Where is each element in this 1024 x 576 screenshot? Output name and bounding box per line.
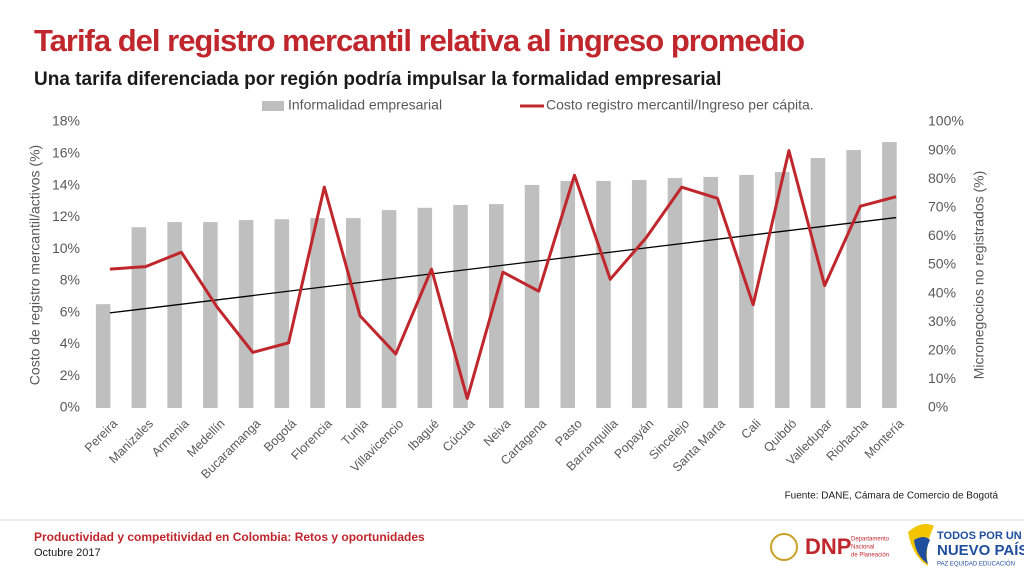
bar [703,176,718,408]
legend-swatch [262,101,284,111]
logo-dnp-sub: de Planeación [851,553,889,559]
y2-tick-label: 0% [928,399,948,415]
logo-text: NUEVO PAÍS [937,542,1024,559]
y-tick-label: 2% [60,367,80,383]
bar [167,222,182,408]
chart-title: Tarifa del registro mercantil relativa a… [34,23,804,58]
y2-tick-label: 20% [928,342,956,358]
bar [596,180,611,408]
bar [560,180,576,408]
x-tick-label: Montería [862,417,907,462]
bar [524,184,540,408]
logo-dnp-sub: Departamento [851,537,890,543]
x-tick-label: Cúcuta [440,417,478,455]
y2-tick-label: 10% [928,370,956,386]
bar [667,178,683,408]
logo-text: TODOS POR UN [937,530,1022,542]
y-tick-label: 10% [52,240,80,256]
y2-tick-label: 100% [928,113,964,129]
y2-axis-label: Micronegocios no registrados (%) [971,171,987,380]
bar [346,218,361,408]
bar [238,220,254,408]
bar [882,142,897,408]
bar [739,174,754,408]
x-tick-label: Ibagué [405,417,442,454]
line [109,149,897,400]
logo-swirl [914,537,930,564]
y2-tick-label: 80% [928,170,956,186]
x-tick-label: Neiva [481,417,514,450]
y-tick-label: 14% [52,176,80,192]
y-tick-label: 6% [60,303,80,319]
y-axis-label: Costo de registro mercantil/activos (%) [27,145,43,385]
y2-tick-label: 60% [928,227,956,243]
chart-subtitle: Una tarifa diferenciada por región podrí… [34,69,721,90]
y-tick-label: 12% [52,208,80,224]
y2-tick-label: 50% [928,256,956,272]
y-tick-label: 8% [60,272,80,288]
bar [381,210,397,408]
bar [488,204,504,408]
logo-text-sub: PAZ EQUIDAD EDUCACIÓN [937,561,1015,568]
bar [310,218,325,408]
bar [631,180,647,408]
bar [846,150,861,408]
trendline [109,216,897,314]
footer-date: Octubre 2017 [34,547,101,559]
y2-tick-label: 30% [928,313,956,329]
y2-tick-label: 40% [928,284,956,300]
y-tick-label: 16% [52,144,80,160]
bar [417,207,433,408]
legend-label: Costo registro mercantil/Ingreso per cáp… [546,97,814,113]
legend-label: Informalidad empresarial [288,97,442,113]
bar [203,222,218,408]
x-tick-label: Armenia [149,417,192,460]
x-tick-label: Tunja [339,417,371,449]
footer-title: Productividad y competitividad en Colomb… [34,530,425,544]
bar [95,304,111,408]
bar [810,158,826,408]
y-tick-label: 4% [60,335,80,351]
source: Fuente: DANE, Cámara de Comercio de Bogo… [785,491,999,502]
logo-dnp-sub: Nacional [851,545,874,551]
bar [274,219,290,408]
y-tick-label: 0% [60,399,80,415]
x-tick-label: Cali [738,417,763,442]
y2-tick-label: 70% [928,199,956,215]
logo-emblem [770,533,798,561]
logo-dnp: DNP [805,534,851,559]
y2-tick-label: 90% [928,141,956,157]
bar [131,227,147,408]
x-tick-label: Pasto [552,417,585,450]
y-tick-label: 18% [52,113,80,129]
